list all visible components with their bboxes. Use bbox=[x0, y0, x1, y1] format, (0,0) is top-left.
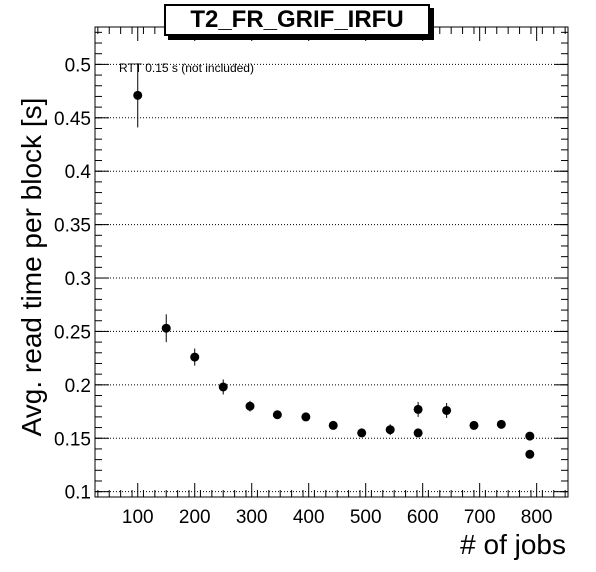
data-point bbox=[385, 425, 395, 435]
data-point bbox=[133, 90, 143, 100]
data-point bbox=[328, 420, 338, 430]
tick-labels: 0.1 0.15 0.2 0.25 0.3 0.35 0.4 0.45 0.5 100 200 300… bbox=[54, 55, 552, 528]
y-tick-label: 0.4 bbox=[65, 162, 92, 183]
x-tick-label: 700 bbox=[464, 507, 496, 528]
data-point bbox=[245, 401, 255, 411]
y-tick-label: 0.35 bbox=[54, 216, 91, 237]
chart-title: T2_FR_GRIF_IRFU bbox=[164, 4, 430, 36]
data-point bbox=[469, 420, 479, 430]
x-tick-label: 500 bbox=[350, 507, 382, 528]
y-tick-label: 0.5 bbox=[65, 55, 91, 76]
x-tick-label: 100 bbox=[122, 507, 154, 528]
y-tick-label: 0.45 bbox=[54, 109, 91, 130]
y-axis-label: Avg. read time per block [s] bbox=[16, 97, 47, 437]
data-point bbox=[442, 405, 452, 415]
data-points bbox=[133, 63, 535, 459]
data-point bbox=[272, 410, 282, 420]
data-point bbox=[525, 431, 535, 441]
data-point bbox=[161, 323, 171, 333]
data-point bbox=[413, 428, 423, 438]
x-tick-label: 400 bbox=[293, 507, 325, 528]
y-tick-label: 0.1 bbox=[65, 483, 91, 504]
x-tick-label: 600 bbox=[407, 507, 439, 528]
data-point bbox=[525, 449, 535, 459]
data-point bbox=[496, 419, 506, 429]
y-tick-label: 0.2 bbox=[65, 376, 91, 397]
data-point bbox=[413, 404, 423, 414]
x-tick-label: 200 bbox=[179, 507, 211, 528]
x-axis-label: # of jobs bbox=[460, 529, 566, 560]
data-point bbox=[357, 428, 367, 438]
x-tick-label: 800 bbox=[521, 507, 553, 528]
data-point bbox=[218, 382, 228, 392]
y-tick-label: 0.15 bbox=[54, 429, 91, 450]
y-tick-label: 0.25 bbox=[54, 322, 91, 343]
x-tick-label: 300 bbox=[236, 507, 268, 528]
data-point bbox=[190, 352, 200, 362]
y-tick-label: 0.3 bbox=[65, 269, 91, 290]
data-point bbox=[301, 412, 311, 422]
rtt-annotation: RTT 0.15 s (not included) bbox=[119, 61, 254, 75]
grid-lines bbox=[95, 63, 568, 493]
